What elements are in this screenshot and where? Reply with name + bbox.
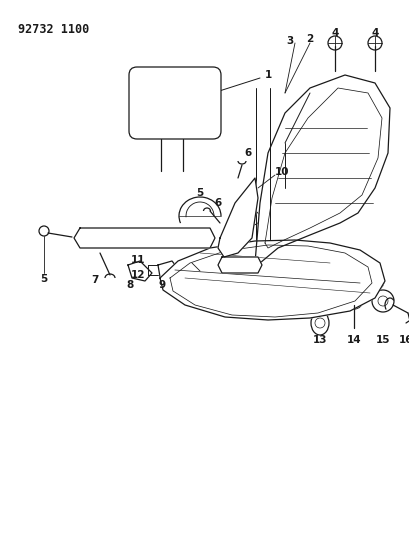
Text: 12: 12: [130, 270, 145, 280]
Text: 1: 1: [264, 70, 271, 80]
Text: 4: 4: [371, 28, 378, 38]
Text: 92732 1100: 92732 1100: [18, 23, 89, 36]
FancyBboxPatch shape: [129, 67, 220, 139]
Text: 16: 16: [398, 335, 409, 345]
Text: 4: 4: [330, 28, 338, 38]
Polygon shape: [218, 178, 257, 257]
Text: 13: 13: [312, 335, 326, 345]
Text: 5: 5: [40, 274, 47, 284]
Text: 9: 9: [158, 280, 165, 290]
Text: 14: 14: [346, 335, 360, 345]
Polygon shape: [218, 257, 261, 273]
Polygon shape: [254, 75, 389, 263]
Text: 10: 10: [274, 167, 288, 177]
Text: 6: 6: [244, 148, 251, 158]
Text: 5: 5: [196, 188, 203, 198]
Text: 3: 3: [285, 36, 293, 46]
Polygon shape: [160, 240, 384, 320]
Text: 6: 6: [214, 198, 221, 208]
Polygon shape: [74, 228, 214, 248]
Text: 8: 8: [126, 280, 133, 290]
Text: 15: 15: [375, 335, 389, 345]
Text: 2: 2: [306, 34, 313, 44]
Text: 7: 7: [91, 275, 99, 285]
Text: 11: 11: [130, 255, 145, 265]
